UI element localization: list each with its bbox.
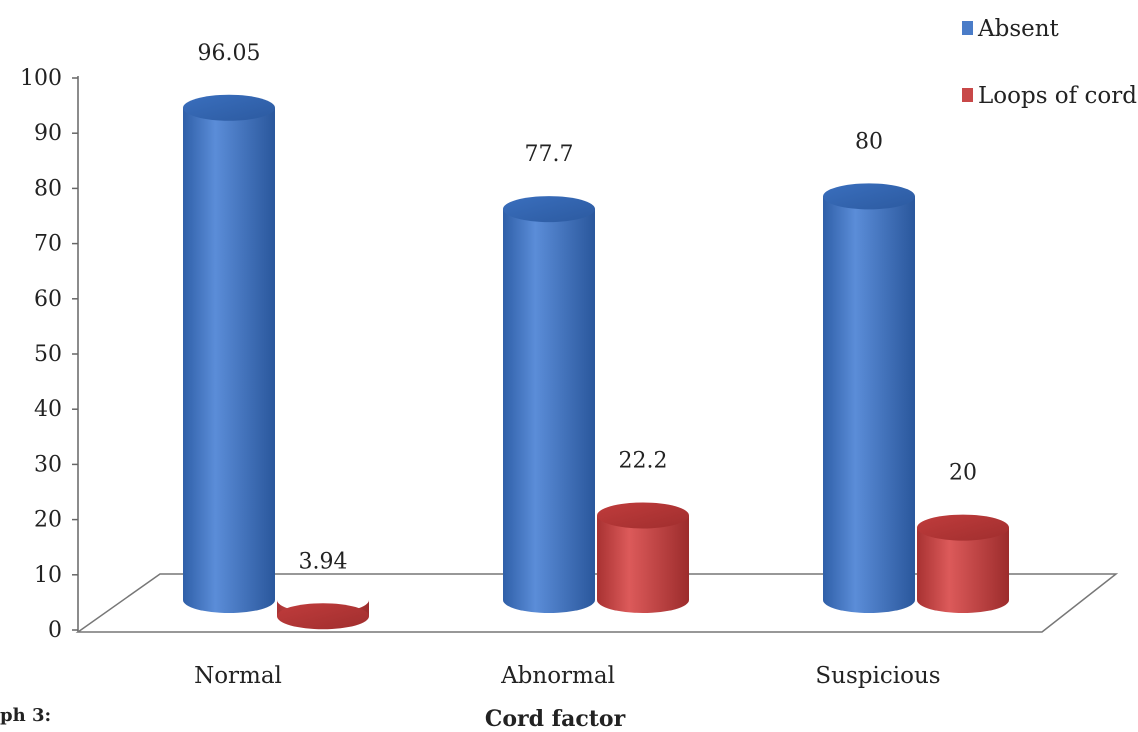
bar-absent-abnormal [503, 196, 595, 613]
bar-top [503, 196, 595, 223]
bar-body [917, 527, 1009, 613]
bar-loops-of-cord-suspicious [917, 514, 1009, 613]
legend-label-absent: Absent [977, 16, 1060, 42]
bar-top [597, 502, 689, 529]
y-tick-label: 20 [34, 508, 62, 533]
bar-top [823, 183, 915, 210]
bar-top [183, 94, 275, 121]
bar-body [823, 196, 915, 613]
y-ticks: 0 10 20 30 40 50 60 70 80 90 100 [20, 66, 78, 643]
data-label-absent-suspicious: 80 [855, 129, 883, 154]
y-tick-label: 80 [34, 176, 62, 201]
y-tick-label: 10 [34, 563, 62, 588]
legend-label-loops-of-cord: Loops of cord [978, 83, 1137, 109]
category-label-suspicious: Suspicious [815, 663, 940, 689]
bar-body [183, 107, 275, 613]
data-label-loops-of-cord-normal: 3.94 [299, 549, 348, 574]
category-label-abnormal: Abnormal [500, 663, 615, 689]
y-tick-label: 100 [20, 66, 62, 91]
data-label-loops-of-cord-abnormal: 22.2 [619, 448, 668, 473]
category-label-normal: Normal [194, 663, 282, 689]
bars [183, 94, 1009, 630]
bar-loops-of-cord-normal [277, 600, 369, 630]
bar-absent-suspicious [823, 183, 915, 613]
y-tick-label: 30 [34, 452, 62, 477]
bar-top [917, 514, 1009, 541]
category-labels: Normal Abnormal Suspicious [194, 663, 941, 689]
y-tick-label: 0 [48, 618, 62, 643]
y-tick-label: 60 [34, 287, 62, 312]
bar-body [503, 209, 595, 613]
data-label-absent-abnormal: 77.7 [525, 142, 574, 167]
data-label-absent-normal: 96.05 [198, 41, 261, 66]
y-tick-label: 90 [34, 121, 62, 146]
corner-text: ph 3: [0, 705, 51, 726]
data-label-loops-of-cord-suspicious: 20 [949, 461, 977, 486]
legend-swatch-loops-of-cord [962, 88, 973, 102]
bar-absent-normal [183, 94, 275, 613]
legend-swatch-absent [962, 21, 973, 35]
bar-body [597, 515, 689, 613]
y-tick-label: 40 [34, 397, 62, 422]
chart-floor [75, 573, 1119, 633]
x-axis-title: Cord factor [485, 706, 626, 732]
legend: Absent Loops of cord [962, 16, 1137, 109]
bar-loops-of-cord-abnormal [597, 502, 689, 613]
bar-top [277, 603, 369, 630]
y-tick-label: 70 [34, 232, 62, 257]
y-tick-label: 50 [34, 342, 62, 367]
data-labels: 96.05 77.7 80 3.94 22.2 20 [198, 41, 977, 574]
